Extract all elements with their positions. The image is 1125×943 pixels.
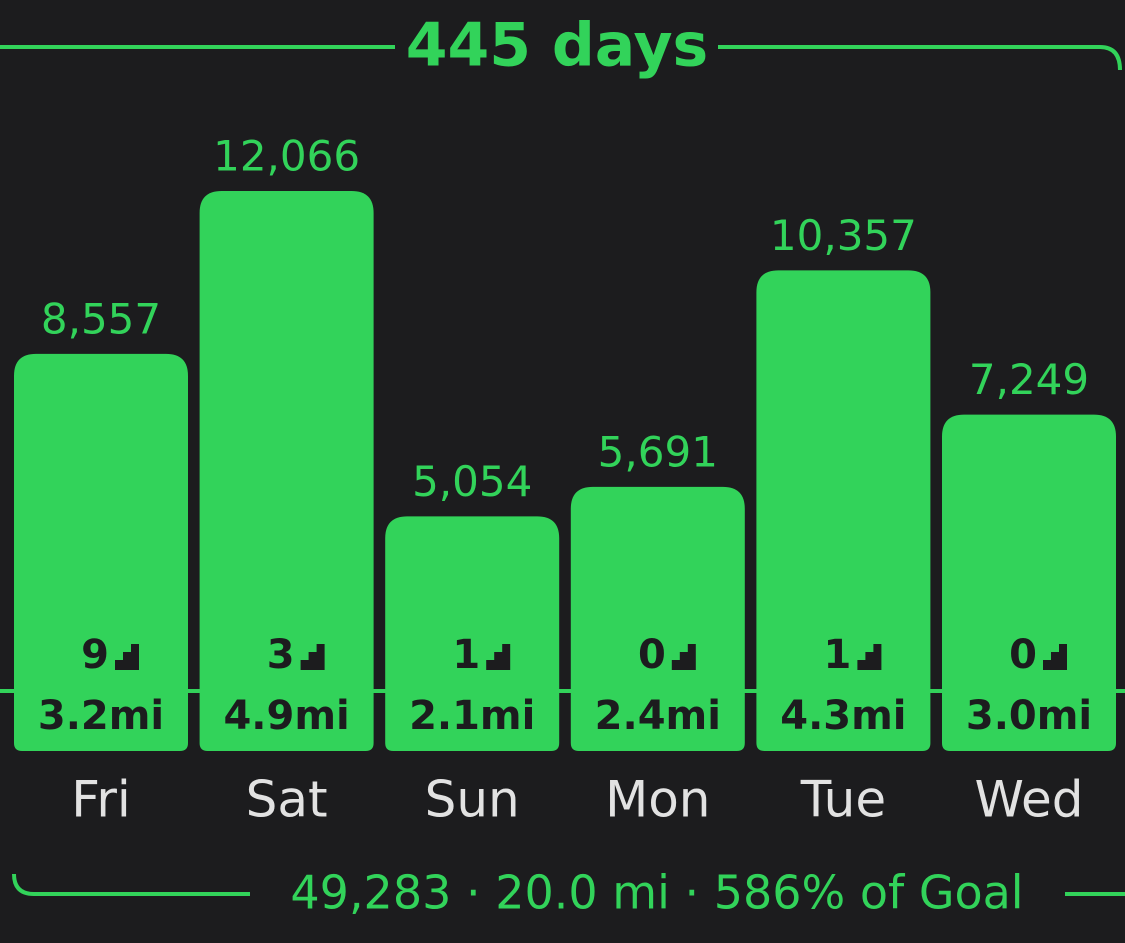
chart-title: 445 days [406,11,709,81]
distance-label: 4.9mi [223,693,349,739]
top-bracket [0,45,1122,71]
stairs-icon [671,644,696,670]
bottom-bracket [12,873,1125,896]
distance-label: 2.4mi [595,693,721,739]
flights-label: 0 [1009,632,1037,678]
stairs-icon [857,644,882,670]
bar [199,191,374,751]
distance-label: 2.1mi [409,693,535,739]
x-tick-label: Tue [800,771,886,829]
stairs-icon [300,644,325,670]
stairs-icon [1043,644,1067,670]
distance-label: 3.2mi [38,693,164,739]
value-label: 5,691 [598,427,718,476]
flights-label: 3 [267,632,295,678]
bar [14,353,188,751]
distance-label: 4.3mi [780,693,906,739]
flights-label: 0 [638,632,666,678]
value-label: 12,066 [213,132,360,181]
bar [756,270,931,751]
flights-label: 9 [81,632,109,678]
flights-label: 1 [452,632,480,678]
value-label: 7,249 [969,355,1089,404]
flights-label: 1 [824,632,852,678]
x-tick-label: Sun [425,771,520,829]
bar [942,414,1116,751]
x-tick-label: Mon [605,771,710,829]
x-tick-label: Wed [974,771,1083,829]
summary: 49,283 · 20.0 mi · 586% of Goal [290,866,1023,920]
bar [570,486,745,751]
value-label: 10,357 [770,211,917,260]
bar [385,516,560,751]
x-tick-label: Fri [71,771,131,829]
distance-label: 3.0mi [966,693,1092,739]
value-label: 5,054 [412,457,532,506]
stairs-icon [115,644,139,670]
value-label: 8,557 [41,294,161,343]
stairs-icon [486,644,511,670]
x-tick-label: Sat [246,771,328,829]
